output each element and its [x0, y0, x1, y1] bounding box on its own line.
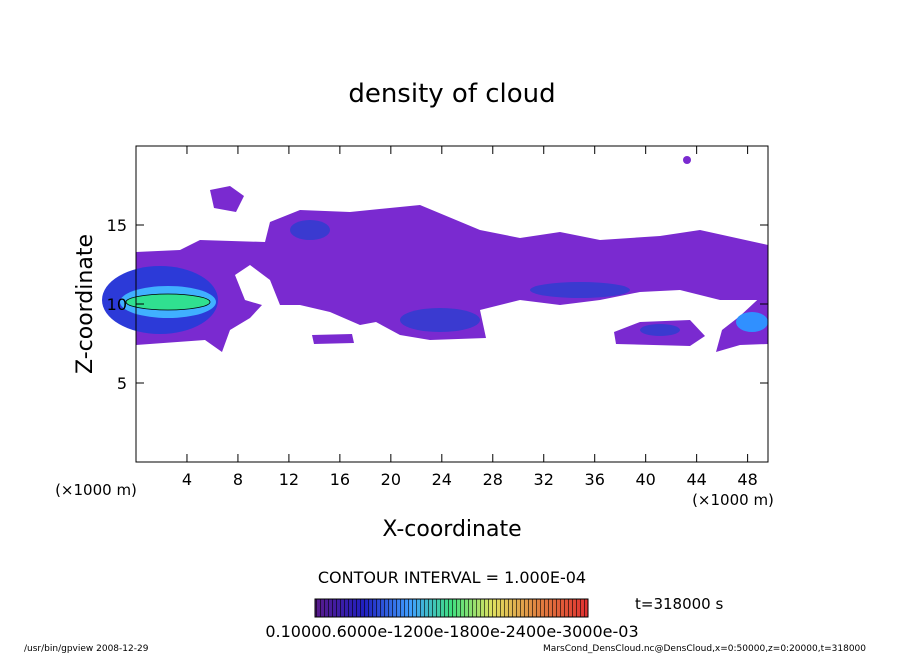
- x-tick-label: 48: [737, 470, 757, 489]
- chart-title: density of cloud: [348, 79, 555, 109]
- x-tick-label: 16: [330, 470, 350, 489]
- x-tick-label: 44: [686, 470, 706, 489]
- x-tick-label: 20: [381, 470, 401, 489]
- time-label: t=318000 s: [635, 595, 723, 613]
- colorbar-lines: [314, 598, 589, 618]
- x-tick-label: 24: [432, 470, 452, 489]
- x-unit-right: (×1000 m): [692, 491, 774, 509]
- x-tick-label: 4: [182, 470, 192, 489]
- x-axis-label: X-coordinate: [382, 517, 521, 542]
- x-tick-label: 8: [233, 470, 243, 489]
- x-tick-label: 12: [279, 470, 299, 489]
- colorbar-labels: 0.10000.6000e-1200e-1800e-2400e-3000e-03: [265, 622, 638, 641]
- footer-right: MarsCond_DensCloud.nc@DensCloud,x=0:5000…: [543, 644, 866, 654]
- y-tick-label: 5: [117, 374, 127, 393]
- footer-left: /usr/bin/gpview 2008-12-29: [24, 644, 149, 654]
- y-axis-label: Z-coordinate: [73, 234, 98, 374]
- contour-interval: CONTOUR INTERVAL = 1.000E-04: [318, 568, 586, 587]
- y-tick-label: 15: [107, 216, 127, 235]
- x-tick-label: 40: [635, 470, 655, 489]
- x-unit-left: (×1000 m): [55, 481, 137, 499]
- x-tick-label: 36: [585, 470, 605, 489]
- y-tick-label: 10: [107, 295, 127, 314]
- x-tick-label: 28: [483, 470, 503, 489]
- x-tick-label: 32: [534, 470, 554, 489]
- contour-field: [102, 156, 768, 352]
